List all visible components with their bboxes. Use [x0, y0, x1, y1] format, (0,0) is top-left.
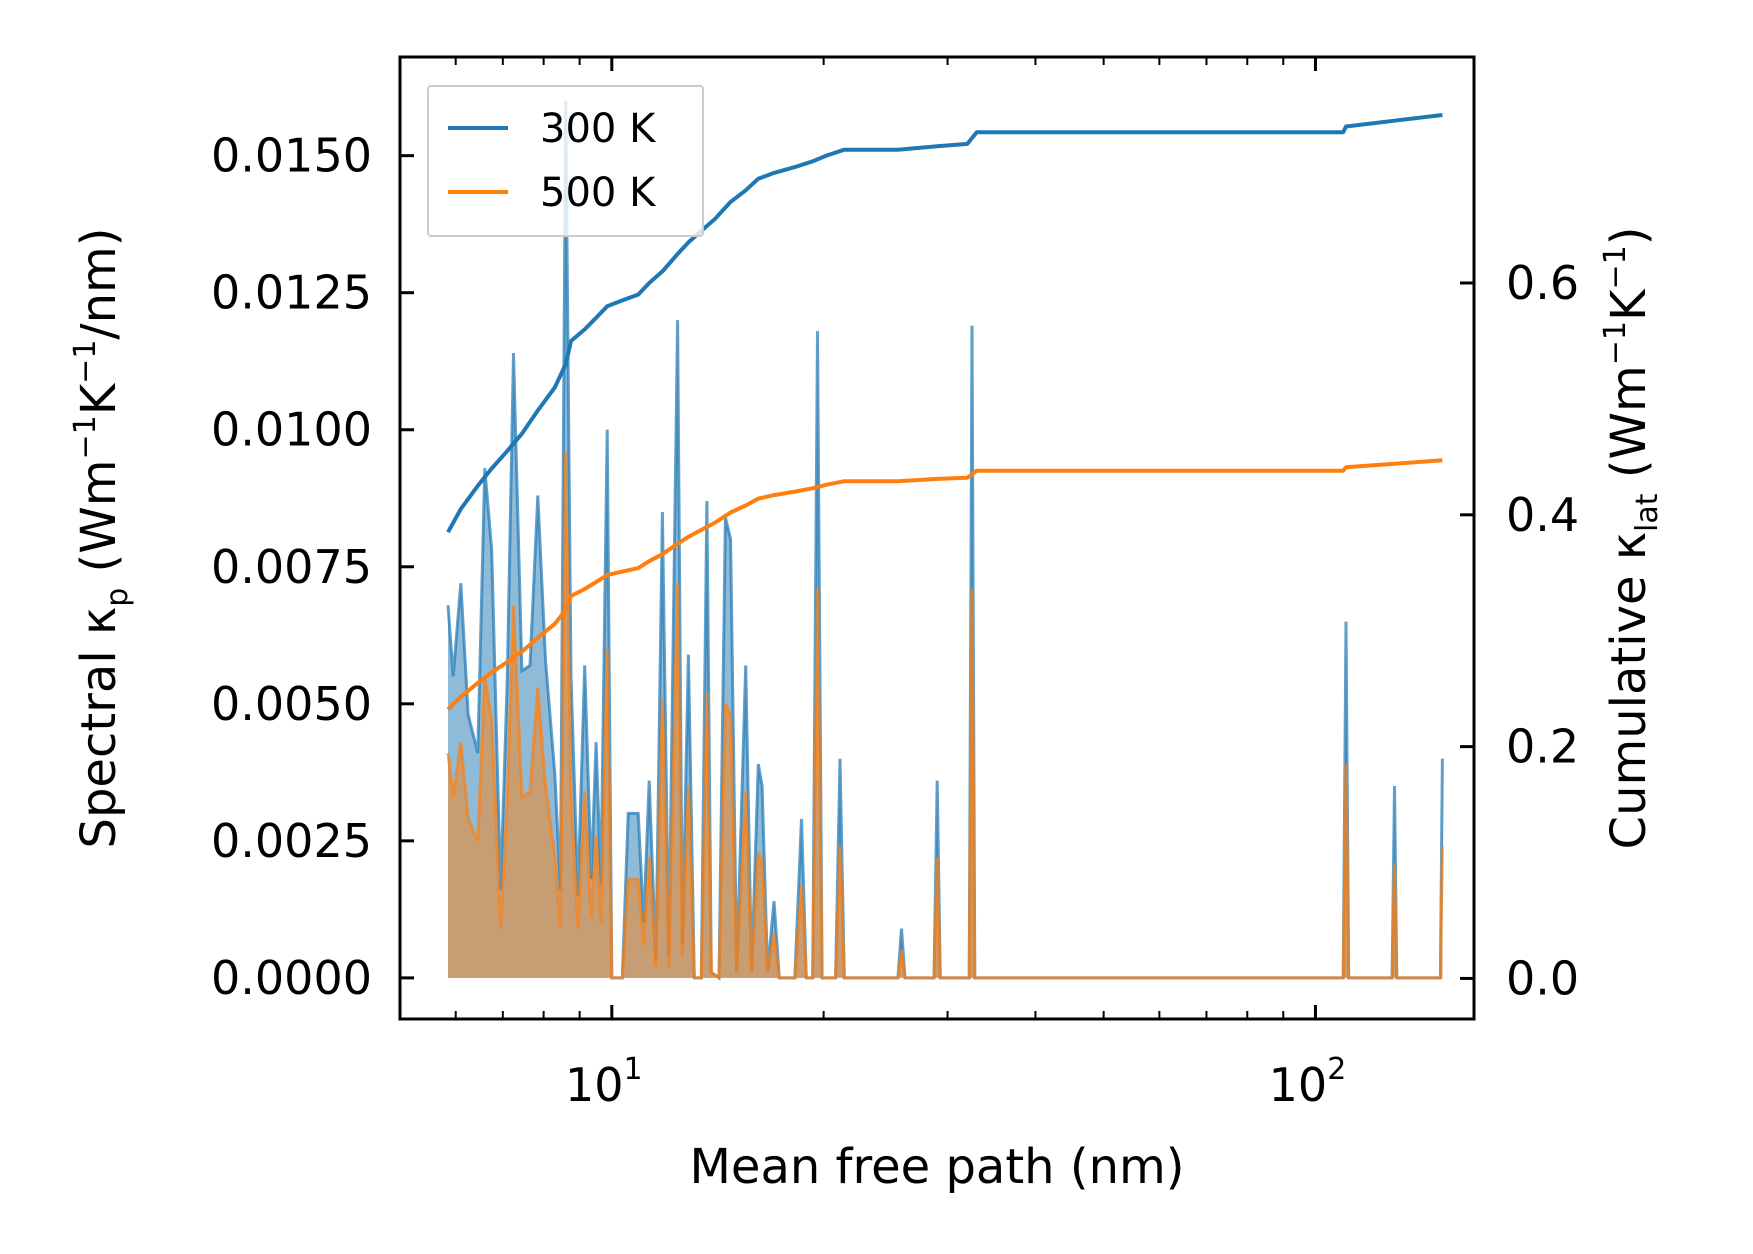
- y-left-tick-label: 0.0100: [211, 403, 372, 457]
- x-axis-label: Mean free path (nm): [690, 1139, 1185, 1195]
- cumulative-line-500k: [446, 458, 1443, 711]
- x-tick-label: 101: [565, 1052, 643, 1112]
- y-left-tick-label: 0.0125: [211, 266, 372, 320]
- y-left-tick-label: 0.0150: [211, 129, 372, 183]
- legend-label-300k: 300 K: [540, 106, 657, 152]
- spectral-line-500k: [446, 451, 1444, 981]
- y-left-tick-label: 0.0050: [211, 677, 372, 731]
- legend-frame: [427, 85, 704, 237]
- x-tick-label: 102: [1269, 1052, 1347, 1112]
- y-right-tick-label: 0.4: [1506, 488, 1579, 542]
- axis-ticks: 0.00000.00250.00500.00750.01000.01250.01…: [211, 57, 1579, 1112]
- y-left-tick-label: 0.0025: [211, 814, 372, 868]
- plot-area: [446, 100, 1444, 981]
- y-right-tick-label: 0.0: [1506, 951, 1579, 1005]
- y-left-tick-label: 0.0075: [211, 540, 372, 594]
- y-right-tick-label: 0.6: [1506, 256, 1579, 310]
- y-axis-left-label: Spectral κp (Wm−1K−1/nm): [68, 228, 135, 849]
- y-left-tick-label: 0.0000: [211, 951, 372, 1005]
- axes-frame: [398, 55, 1476, 1021]
- y-axis-right-label: Cumulative κlat (Wm−1K−1): [1598, 227, 1665, 850]
- legend-label-500k: 500 K: [540, 170, 657, 216]
- y-right-tick-label: 0.2: [1506, 720, 1579, 774]
- spectral-area-500k: [448, 451, 1443, 978]
- cumulative-line-300k: [446, 113, 1443, 534]
- legend: 300 K 500 K: [427, 85, 704, 237]
